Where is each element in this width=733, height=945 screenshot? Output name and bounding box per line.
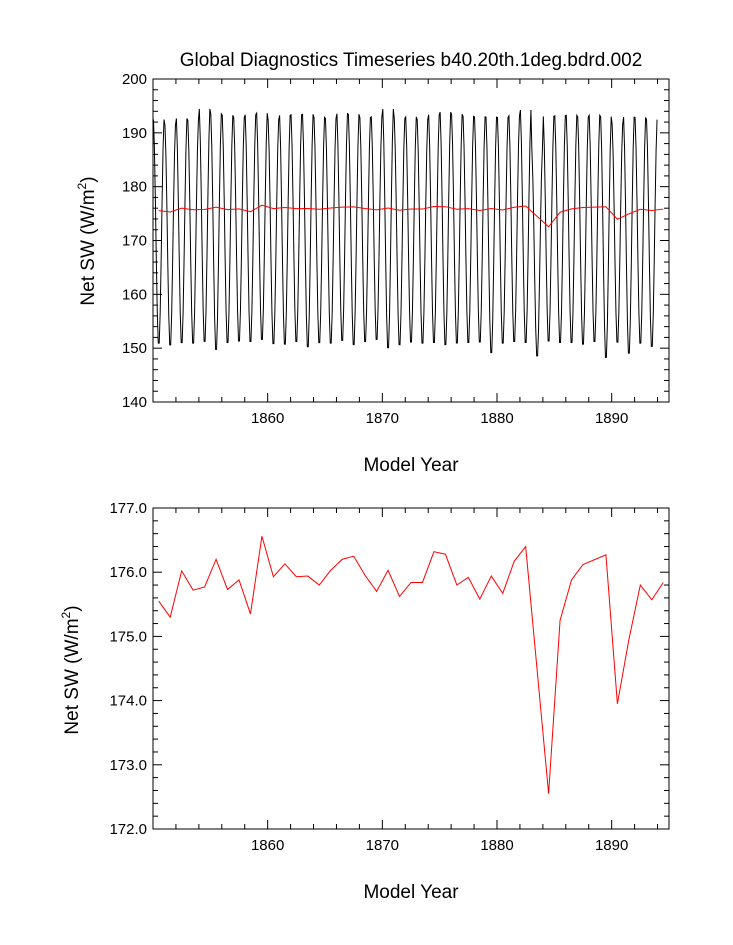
top-y-tick-label: 190 <box>122 125 147 142</box>
top-chart: Global Diagnostics Timeseries b40.20th.1… <box>75 50 670 476</box>
top-x-tick-label: 1880 <box>480 410 513 427</box>
bottom-x-tick-label: 1860 <box>251 837 284 854</box>
bottom-y-tick-label: 175.0 <box>109 628 147 645</box>
top-x-tick-label: 1870 <box>366 410 399 427</box>
top-series-annual-mean-net-sw <box>158 204 664 228</box>
top-x-axis-title: Model Year <box>363 455 459 476</box>
bottom-y-tick-label: 173.0 <box>109 757 147 774</box>
bottom-y-tick-label: 176.0 <box>109 564 147 581</box>
top-y-tick-label: 170 <box>122 233 147 250</box>
bottom-x-tick-label: 1880 <box>480 837 513 854</box>
top-y-tick-label: 200 <box>122 71 147 88</box>
bottom-x-tick-label: 1890 <box>595 837 628 854</box>
top-y-tick-label: 160 <box>122 286 147 303</box>
bottom-y-axis-title-main: Net SW (W/m <box>62 618 83 734</box>
bottom-y-axis-title-close: ) <box>62 605 83 611</box>
top-y-tick-label: 140 <box>122 394 147 411</box>
bottom-y-axis-title: Net SW (W/m2) <box>59 605 83 734</box>
top-x-tick-label: 1890 <box>595 410 628 427</box>
top-y-axis-title-superscript: 2 <box>75 182 89 189</box>
top-y-axis-title-main: Net SW (W/m <box>78 189 99 305</box>
bottom-plot-area: 172.0 173.0 174.0 175.0 176.0 177.0 1860 1870 18… <box>109 500 670 854</box>
top-y-axis-title: Net SW (W/m2) <box>75 176 99 305</box>
top-y-tick-label: 150 <box>122 340 147 357</box>
bottom-plot-frame <box>152 507 670 830</box>
top-series-monthly-net-sw <box>153 108 658 358</box>
bottom-x-axis-title: Model Year <box>363 882 459 903</box>
bottom-y-axis-title-superscript: 2 <box>59 611 73 618</box>
bottom-y-tick-label: 172.0 <box>109 821 147 838</box>
bottom-y-tick-label: 174.0 <box>109 693 147 710</box>
top-x-tick-label: 1860 <box>251 410 284 427</box>
chart-title: Global Diagnostics Timeseries b40.20th.1… <box>180 50 643 71</box>
bottom-chart: 172.0 173.0 174.0 175.0 176.0 177.0 1860 1870 18… <box>59 500 670 903</box>
top-plot-area: 140 150 160 170 180 190 200 1860 1870 1880 1890 <box>122 71 670 427</box>
bottom-y-tick-label: 177.0 <box>109 500 147 517</box>
bottom-x-tick-label: 1870 <box>366 837 399 854</box>
bottom-series-annual-mean-net-sw <box>158 536 664 794</box>
top-y-axis-title-close: ) <box>78 176 99 182</box>
top-y-tick-label: 180 <box>122 179 147 196</box>
